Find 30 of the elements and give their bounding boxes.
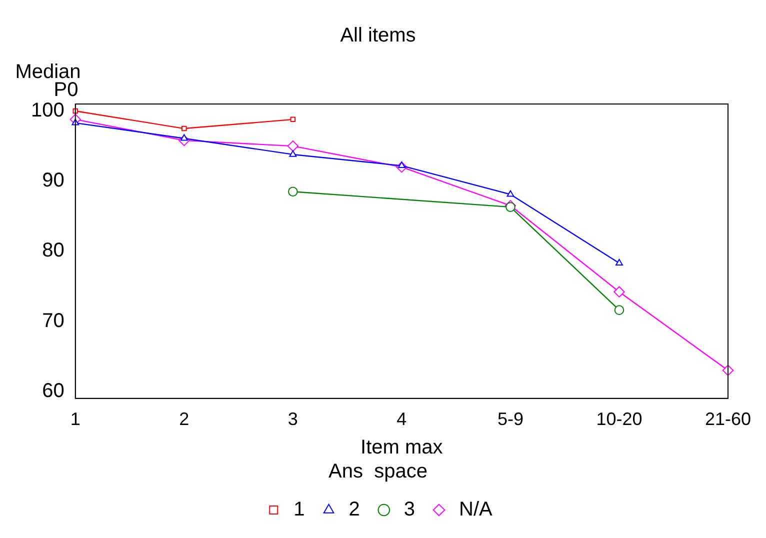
legend-label: 1 bbox=[294, 498, 305, 521]
point bbox=[506, 202, 516, 212]
x-tick-label: 21-60 bbox=[704, 409, 752, 430]
x-axis-title: Item max bbox=[360, 436, 443, 459]
point bbox=[288, 186, 298, 197]
legend-label: 2 bbox=[348, 498, 360, 521]
y-tick-label: 100 bbox=[30, 100, 64, 122]
legend-label: 3 bbox=[404, 498, 416, 521]
chart-title: All items bbox=[340, 24, 416, 47]
y-axis-title: Median P0 bbox=[15, 61, 81, 101]
y-tick-label: 70 bbox=[42, 310, 64, 332]
y-tick-label: 90 bbox=[42, 170, 64, 192]
x-tick-label: 5-9 bbox=[497, 409, 524, 430]
legend-label: N/A bbox=[459, 498, 494, 521]
point bbox=[616, 258, 623, 266]
point bbox=[506, 190, 514, 197]
x-tick-label: 2 bbox=[179, 409, 190, 430]
point bbox=[614, 305, 624, 315]
x-tick-label: 10-20 bbox=[596, 409, 642, 430]
y-tick-label: 80 bbox=[42, 240, 64, 262]
point bbox=[182, 126, 187, 132]
point bbox=[289, 150, 297, 157]
point bbox=[290, 116, 296, 122]
x-tick-label: 4 bbox=[396, 409, 407, 430]
point bbox=[614, 286, 625, 298]
x-tick-label: 3 bbox=[288, 409, 298, 430]
legend-title: Ans space bbox=[328, 460, 428, 483]
point bbox=[287, 140, 299, 152]
x-tick-label: 1 bbox=[70, 409, 80, 430]
y-tick-label: 60 bbox=[42, 380, 64, 402]
